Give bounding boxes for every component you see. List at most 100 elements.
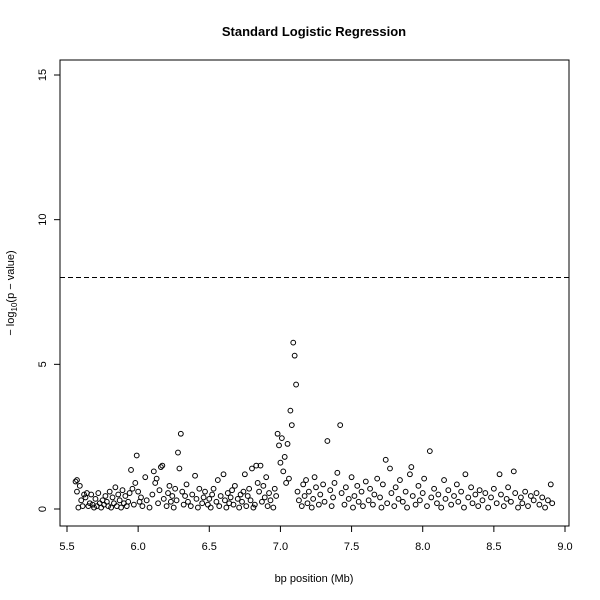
data-point (135, 488, 142, 495)
data-point (387, 465, 393, 472)
data-point (138, 494, 144, 501)
data-point (462, 471, 469, 478)
data-point (370, 501, 376, 508)
data-point (185, 498, 191, 505)
data-point (91, 504, 97, 511)
data-point (508, 498, 514, 505)
data-point (79, 503, 86, 510)
data-point (453, 481, 460, 488)
data-point (415, 482, 422, 489)
data-point (102, 493, 109, 499)
data-point (515, 504, 521, 511)
data-point (142, 474, 149, 481)
data-point (391, 503, 398, 510)
data-point (231, 482, 238, 489)
data-point (199, 500, 206, 507)
data-point (317, 491, 324, 498)
data-point (530, 497, 537, 504)
data-point (167, 498, 174, 505)
data-point (503, 495, 510, 502)
data-point (216, 503, 223, 510)
data-point (358, 488, 365, 495)
data-point (129, 485, 136, 492)
data-point (256, 488, 262, 495)
data-point (244, 493, 251, 499)
data-point (301, 493, 308, 499)
data-point (296, 497, 302, 504)
data-point (407, 471, 413, 478)
data-point (291, 352, 298, 359)
data-point (397, 477, 403, 483)
data-point (342, 484, 349, 491)
data-point (311, 474, 318, 481)
data-point (505, 484, 511, 491)
data-point (112, 484, 119, 491)
data-point (202, 488, 208, 495)
data-point (192, 472, 198, 479)
data-point (451, 493, 457, 499)
data-point (183, 481, 190, 488)
data-point (207, 504, 214, 511)
data-point (468, 484, 474, 491)
data-point (331, 480, 338, 486)
data-point (227, 494, 234, 501)
data-point (263, 474, 270, 481)
data-point (360, 503, 366, 510)
data-point (264, 503, 271, 510)
data-point (431, 485, 437, 492)
data-point (276, 442, 282, 449)
data-point (362, 478, 369, 485)
data-point (365, 497, 372, 504)
data-point (547, 481, 554, 488)
x-tick-label: 9.0 (557, 541, 572, 553)
data-point (260, 482, 267, 489)
data-point (424, 503, 430, 510)
data-point (374, 475, 381, 482)
y-tick-label: 10 (37, 214, 49, 226)
data-point (169, 493, 176, 499)
data-point (286, 475, 292, 482)
data-point (294, 488, 301, 495)
data-point (412, 501, 419, 508)
data-point (428, 494, 435, 501)
data-point (367, 485, 373, 492)
data-point (271, 485, 278, 492)
data-point (143, 497, 150, 504)
data-point (549, 500, 556, 507)
data-point (177, 430, 184, 437)
data-point (404, 504, 410, 511)
data-point (298, 503, 305, 510)
data-point (409, 493, 416, 499)
data-point (139, 503, 146, 510)
x-tick-label: 8.0 (415, 541, 430, 553)
data-point (251, 501, 258, 508)
data-point (153, 475, 160, 482)
data-point (408, 464, 415, 470)
data-point (189, 491, 196, 498)
data-point (250, 504, 257, 511)
data-point (277, 459, 284, 466)
data-point (126, 490, 133, 496)
data-point (76, 482, 83, 489)
data-point (278, 435, 285, 442)
data-point (442, 495, 449, 502)
data-point (146, 504, 153, 511)
data-point (350, 504, 356, 511)
data-point (128, 467, 134, 473)
data-point (175, 449, 181, 456)
data-point (441, 477, 447, 483)
data-point (496, 471, 503, 478)
data-point (338, 490, 345, 496)
plot-frame (59, 59, 570, 527)
data-point (303, 477, 309, 483)
data-point (86, 500, 93, 507)
data-point (490, 485, 497, 492)
data-point (214, 477, 221, 483)
data-point (200, 494, 207, 501)
data-point (220, 471, 227, 478)
data-point (259, 498, 265, 505)
data-point (434, 500, 440, 507)
data-point (243, 503, 250, 510)
data-point (158, 464, 164, 470)
